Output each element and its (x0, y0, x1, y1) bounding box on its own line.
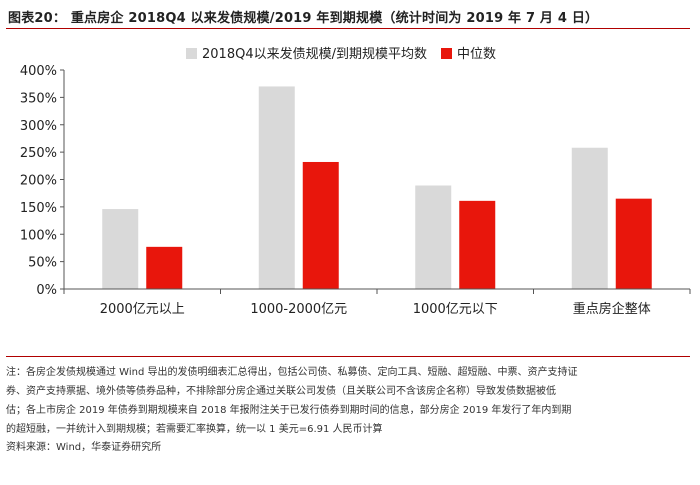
bar-average (102, 209, 139, 289)
source-line: 资料来源：Wind，华泰证券研究所 (6, 442, 162, 453)
y-tick-label: 350% (20, 91, 57, 106)
y-tick-label: 300% (20, 119, 57, 134)
x-tick-label: 2000亿元以上 (100, 302, 185, 317)
note-line: 估；各上市房企 2019 年债券到期规模来自 2018 年报附注关于已发行债券到… (6, 405, 572, 416)
legend-label: 中位数 (457, 47, 496, 62)
title-bar: 图表20： 重点房企 2018Q4 以来发债规模/2019 年到期规模（统计时间… (6, 6, 690, 29)
x-tick-label: 重点房企整体 (573, 301, 651, 317)
x-tick-label: 1000-2000亿元 (250, 302, 347, 317)
note-line: 券、资产支持票据、境外债等债券品种，不排除部分房企通过关联公司发债（且关联公司不… (6, 386, 556, 397)
x-axis: 2000亿元以上 1000-2000亿元 1000亿元以下 重点房企整体 (63, 288, 691, 317)
y-tick-label: 250% (20, 146, 57, 161)
bar-average (258, 86, 295, 289)
bars-group (102, 86, 652, 289)
y-tick-label: 200% (20, 174, 57, 189)
notes-section: 注：各房企发债规模通过 Wind 导出的发债明细表汇总得出，包括公司债、私募债、… (6, 356, 690, 457)
bar-median (302, 161, 339, 289)
bar-average (415, 185, 452, 289)
y-tick-label: 400% (20, 64, 57, 79)
y-tick-label: 50% (28, 256, 57, 271)
chart-legend: 2018Q4以来发债规模/到期规模平均数 中位数 (186, 46, 496, 62)
y-tick-label: 0% (36, 283, 57, 298)
bar-median (615, 198, 652, 289)
note-line: 注：各房企发债规模通过 Wind 导出的发债明细表汇总得出，包括公司债、私募债、… (6, 367, 578, 378)
bar-median (459, 200, 496, 289)
legend-label: 2018Q4以来发债规模/到期规模平均数 (202, 46, 427, 62)
bar-median (146, 246, 183, 289)
y-tick-label: 150% (20, 201, 57, 216)
bar-chart: 2018Q4以来发债规模/到期规模平均数 中位数 0% 50% 100% 150% 200… (20, 46, 691, 317)
note-line: 的超短融，一并统计入到期规模；若需要汇率换算，统一以 1 美元=6.91 人民币… (6, 424, 383, 435)
y-axis: 0% 50% 100% 150% 200% 250% 300% 350% 400% (20, 64, 65, 298)
page-title: 图表20： 重点房企 2018Q4 以来发债规模/2019 年到期规模（统计时间… (8, 11, 599, 26)
y-tick-label: 100% (20, 228, 57, 243)
legend-swatch (186, 48, 197, 59)
x-tick-label: 1000亿元以下 (413, 302, 498, 317)
legend-swatch (441, 48, 452, 59)
bar-average (571, 147, 608, 289)
